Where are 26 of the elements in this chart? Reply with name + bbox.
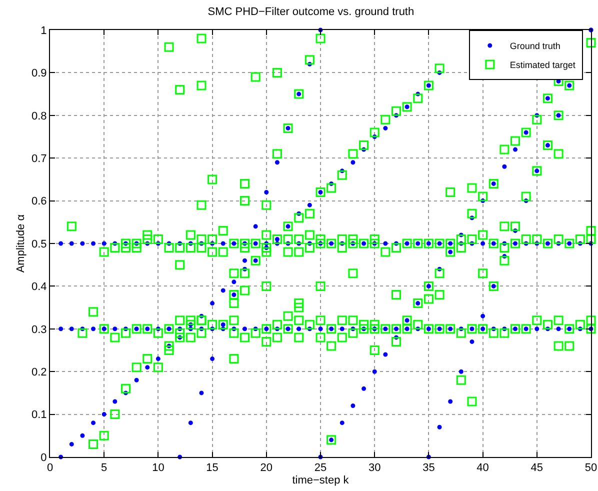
y-tick-label: 0.5 xyxy=(32,238,47,250)
x-tick-label: 15 xyxy=(206,462,218,474)
y-axis-title: Amplitude α xyxy=(15,214,28,273)
y-tick-label: 0.1 xyxy=(32,409,47,422)
y-tick-label: 0.7 xyxy=(32,152,47,165)
x-tick-label: 30 xyxy=(368,462,381,474)
legend-label: Ground truth xyxy=(510,41,560,52)
x-tick-label: 5 xyxy=(101,462,108,474)
x-tick-label: 40 xyxy=(476,462,489,474)
x-tick-label: 20 xyxy=(260,462,273,474)
y-tick-label: 0 xyxy=(40,452,47,464)
y-tick-label: 1 xyxy=(40,24,47,37)
chart-title: SMC PHD−Filter outcome vs. ground truth xyxy=(208,6,414,18)
y-tick-label: 0.9 xyxy=(32,68,47,80)
y-tick-label: 0.2 xyxy=(32,366,47,378)
x-tick-label: 45 xyxy=(530,462,544,474)
legend-label: Estimated target xyxy=(510,60,576,70)
y-tick-label: 0.3 xyxy=(32,324,47,336)
x-tick-label: 10 xyxy=(152,462,164,474)
x-tick-label: 50 xyxy=(584,462,598,474)
x-tick-label: 35 xyxy=(422,462,435,474)
x-axis-title: time−step k xyxy=(292,474,350,486)
x-tick-label: 25 xyxy=(314,462,327,474)
y-tick-label: 0.4 xyxy=(32,281,47,294)
y-tick-label: 0.6 xyxy=(32,196,47,208)
y-tick-label: 0.8 xyxy=(32,110,47,122)
